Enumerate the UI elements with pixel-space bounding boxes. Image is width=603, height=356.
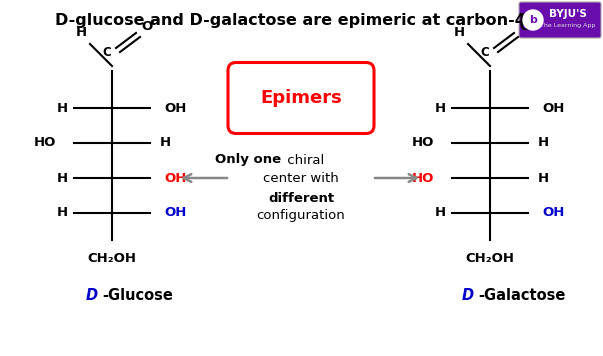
Text: H: H — [75, 26, 87, 40]
Circle shape — [523, 10, 543, 30]
Text: OH: OH — [164, 172, 186, 184]
Text: D-glucose and D-galactose are epimeric at carbon-4: D-glucose and D-galactose are epimeric a… — [54, 14, 525, 28]
Text: OH: OH — [542, 206, 564, 220]
Text: -Glucose: -Glucose — [102, 288, 173, 304]
Text: H: H — [453, 26, 464, 40]
Text: different: different — [268, 192, 334, 204]
Text: H: H — [538, 136, 549, 150]
Text: CH₂OH: CH₂OH — [466, 252, 514, 265]
Text: BYJU'S: BYJU'S — [549, 9, 587, 19]
Text: O: O — [519, 20, 531, 32]
Text: HO: HO — [34, 136, 56, 150]
Text: C: C — [103, 46, 112, 58]
FancyBboxPatch shape — [519, 2, 601, 38]
Text: H: H — [160, 136, 171, 150]
Text: H: H — [538, 172, 549, 184]
Text: O: O — [141, 20, 153, 32]
Text: H: H — [57, 101, 68, 115]
Text: H: H — [57, 206, 68, 220]
FancyBboxPatch shape — [228, 63, 374, 134]
Text: configuration: configuration — [257, 209, 346, 222]
Text: Only one: Only one — [215, 153, 281, 167]
Text: CH₂OH: CH₂OH — [87, 252, 136, 265]
Text: HO: HO — [412, 136, 434, 150]
Text: Epimers: Epimers — [260, 89, 342, 107]
Text: H: H — [57, 172, 68, 184]
Text: -Galactose: -Galactose — [478, 288, 566, 304]
Text: chiral: chiral — [283, 153, 324, 167]
Text: H: H — [434, 206, 446, 220]
Text: OH: OH — [542, 101, 564, 115]
Text: D: D — [86, 288, 98, 304]
Text: OH: OH — [164, 206, 186, 220]
Text: OH: OH — [164, 101, 186, 115]
Text: HO: HO — [412, 172, 434, 184]
Text: center with: center with — [263, 172, 339, 184]
Text: H: H — [434, 101, 446, 115]
Text: C: C — [481, 46, 490, 58]
Text: The Learning App: The Learning App — [540, 23, 596, 28]
Text: D: D — [462, 288, 474, 304]
Text: b: b — [529, 15, 537, 25]
